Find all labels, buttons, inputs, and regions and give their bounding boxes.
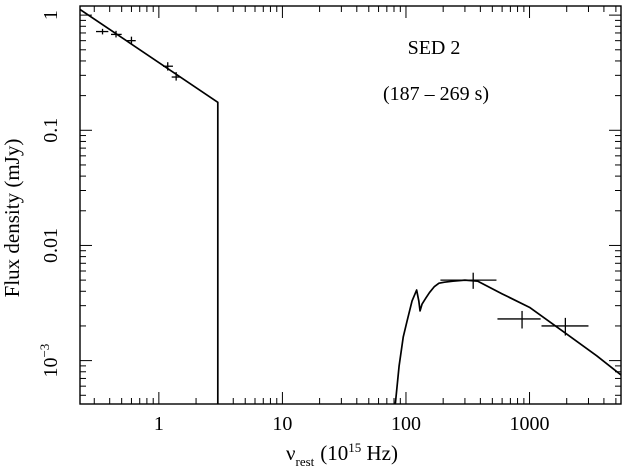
x-tick-label: 1000	[510, 413, 550, 435]
x-axis-subscript: rest	[295, 454, 314, 469]
x-tick-label: 100	[391, 413, 421, 435]
y-tick-labels: 1 0.1 0.01 10−3	[37, 10, 62, 377]
y-axis-label: Flux density (mJy)	[0, 139, 24, 298]
x-tick-labels: 1 10 100 1000	[154, 413, 550, 435]
data-point	[126, 36, 136, 45]
x-tick-label: 10	[272, 413, 292, 435]
data-series	[80, 8, 621, 404]
x-axis-units-exponent: 15	[348, 440, 361, 455]
model-curve	[394, 279, 621, 404]
y-tick-label: 0.01	[40, 228, 62, 263]
x-axis-units-close: Hz)	[361, 441, 398, 465]
y-tick-label-base: 0.01	[40, 228, 62, 263]
data-point	[96, 28, 109, 35]
model-curve	[80, 8, 219, 404]
chart-title: SED 2	[408, 37, 461, 59]
y-tick-label-base: 0.1	[40, 118, 62, 143]
x-axis-label: νrest (1015 Hz)	[286, 440, 398, 469]
x-axis-symbol: ν	[286, 441, 296, 465]
y-tick-label: 1	[40, 10, 62, 20]
tick-marks	[80, 6, 621, 404]
y-tick-label-exponent: −3	[37, 344, 52, 358]
y-tick-label: 0.1	[40, 118, 62, 143]
y-tick-label-base: 1	[40, 10, 62, 20]
data-point	[497, 310, 541, 329]
x-tick-label: 1	[154, 413, 164, 435]
x-axis-units-open: (10	[320, 441, 348, 465]
y-tick-label-base: 10	[40, 358, 62, 378]
chart-subtitle: (187 – 269 s)	[383, 83, 489, 105]
y-tick-label: 10−3	[37, 344, 62, 378]
plot-frame	[79, 5, 622, 405]
